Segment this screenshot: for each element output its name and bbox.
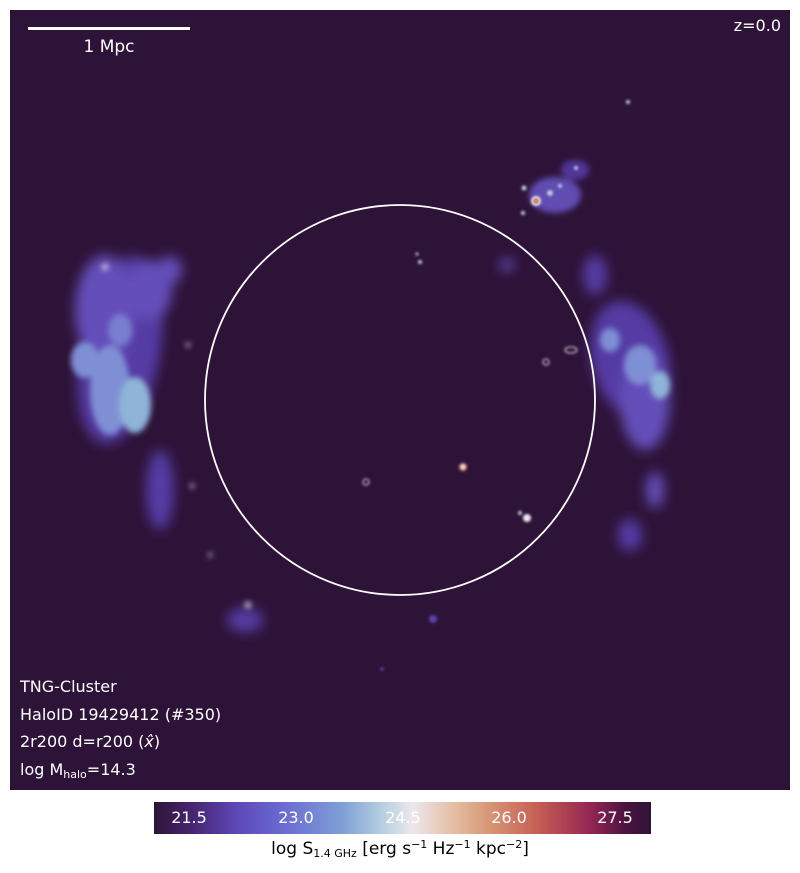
colorbar-tick: 21.5 [171, 808, 207, 827]
emission-map-svg [71, 100, 670, 671]
projection-info: 2r200 d=r200 (x̂) [20, 732, 161, 751]
upper-right-source [521, 100, 630, 215]
redshift-label: z=0.0 [733, 16, 781, 35]
r200-circle [204, 204, 596, 596]
left-radio-relic [71, 255, 263, 632]
right-radio-relic [500, 255, 670, 551]
halo-id: HaloID 19429412 (#350) [20, 704, 222, 724]
scale-bar-label: 1 Mpc [83, 37, 135, 57]
colorbar-label: log S1.4 GHz [erg s−1 Hz−1 kpc−2] [271, 838, 529, 860]
compact-sources [362, 252, 578, 671]
colorbar-tick: 27.5 [597, 808, 633, 827]
colorbar-tick: 26.0 [491, 808, 527, 827]
scale-bar [28, 27, 190, 30]
colorbar-tick: 23.0 [278, 808, 314, 827]
halo-info: TNG-Cluster HaloID 19429412 (#350) 2r200… [20, 673, 221, 788]
colorbar: 21.5 23.0 24.5 26.0 27.5 [154, 802, 651, 834]
simulation-name: TNG-Cluster [20, 677, 117, 696]
halo-mass: log Mhalo=14.3 [20, 759, 136, 781]
radio-emission-map: 1 Mpc z=0.0 TNG-Cluster HaloID 19429412 … [10, 10, 790, 790]
colorbar-tick: 24.5 [385, 808, 421, 827]
